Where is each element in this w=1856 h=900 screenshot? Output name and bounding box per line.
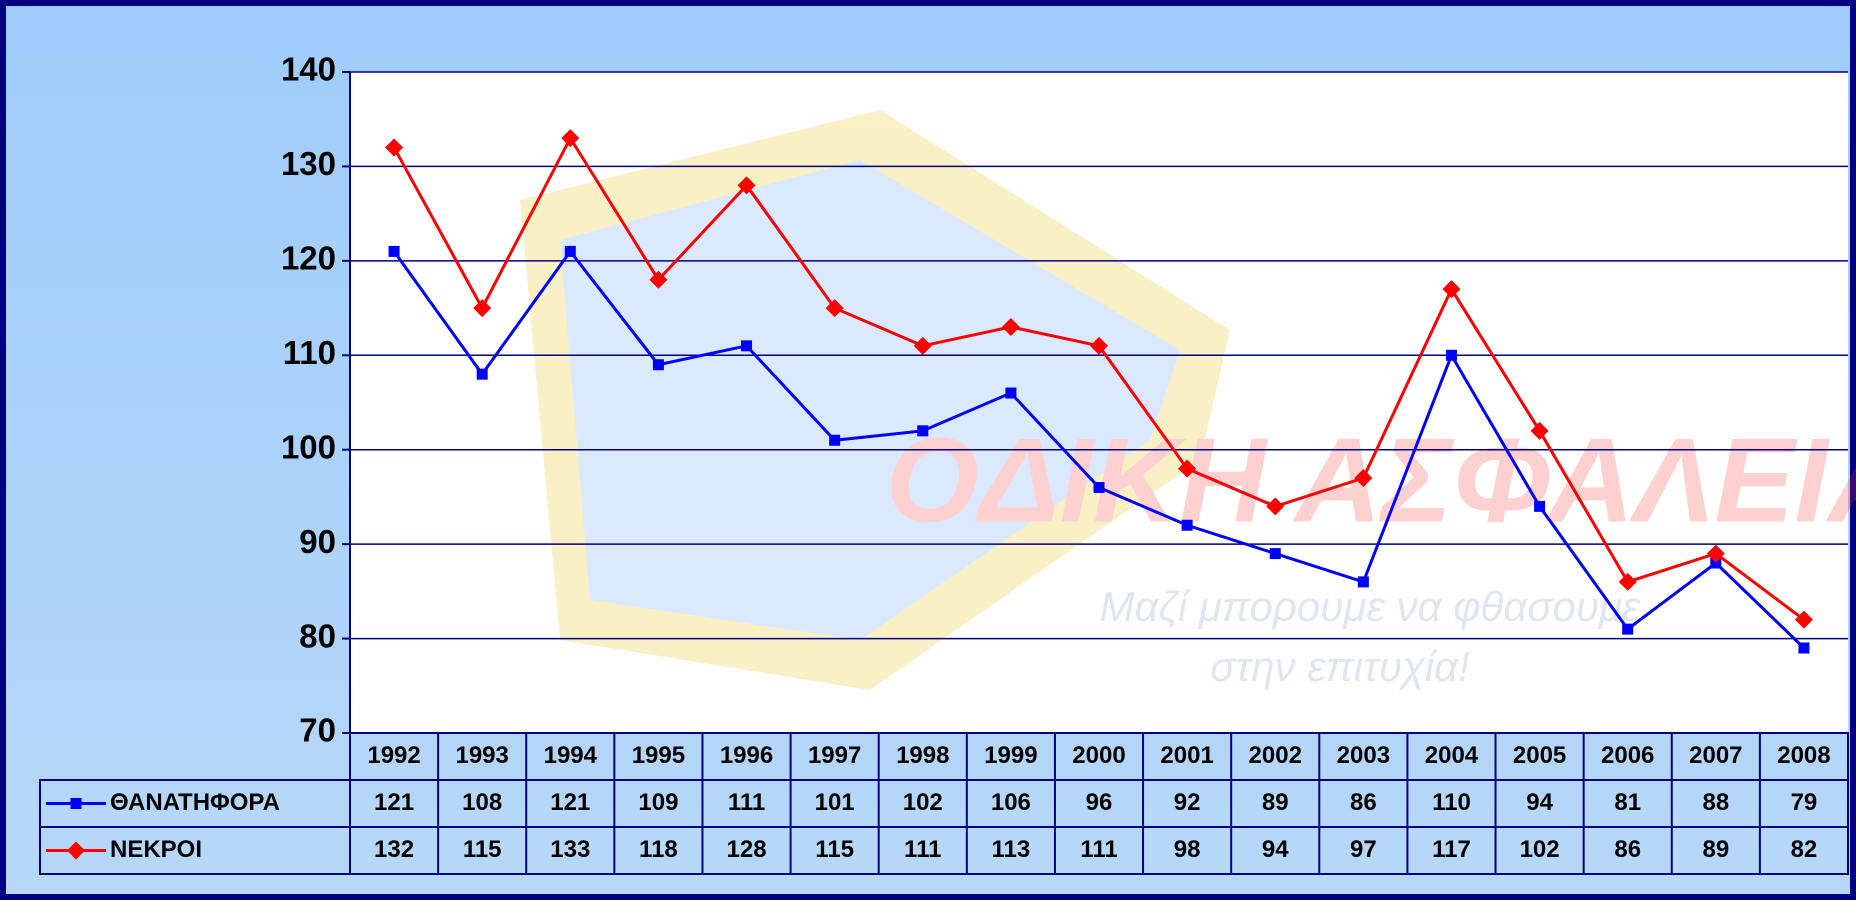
table-value: 111	[728, 789, 765, 816]
legend-label: ΝΕΚΡΟΙ	[110, 836, 202, 863]
table-value: 86	[1614, 836, 1641, 863]
y-tick-label: 100	[281, 428, 336, 465]
table-value: 89	[1702, 836, 1729, 863]
data-point	[1182, 520, 1193, 531]
table-value: 86	[1350, 789, 1377, 816]
table-value: 96	[1086, 789, 1113, 816]
x-tick-label: 2000	[1072, 742, 1125, 769]
table-value: 98	[1174, 836, 1201, 863]
table-value: 108	[462, 789, 502, 816]
table-value: 128	[727, 836, 767, 863]
table-value: 92	[1174, 789, 1201, 816]
x-tick-label: 1995	[632, 742, 685, 769]
table-value: 111	[1080, 836, 1117, 863]
x-tick-label: 2006	[1601, 742, 1654, 769]
table-value: 89	[1262, 789, 1289, 816]
x-tick-label: 2003	[1337, 742, 1390, 769]
data-point	[1798, 643, 1809, 654]
table-value: 109	[638, 789, 678, 816]
table-value: 113	[992, 836, 1031, 863]
table-value: 133	[550, 836, 590, 863]
table-value: 118	[639, 836, 678, 863]
data-point	[1005, 388, 1016, 399]
x-tick-label: 1993	[455, 742, 508, 769]
y-tick-label: 80	[299, 617, 336, 654]
table-value: 101	[815, 789, 855, 816]
data-point	[1446, 350, 1457, 361]
table-value: 115	[815, 836, 854, 863]
data-point	[917, 425, 928, 436]
table-value: 121	[374, 789, 414, 816]
data-point	[1622, 624, 1633, 635]
data-point	[1534, 501, 1545, 512]
x-tick-label: 1998	[896, 742, 949, 769]
x-tick-label: 2004	[1425, 742, 1479, 769]
y-tick-label: 70	[299, 712, 336, 749]
data-point	[741, 340, 752, 351]
table-value: 97	[1350, 836, 1377, 863]
table-value: 79	[1791, 789, 1818, 816]
legend-label: ΘΑΝΑΤΗΦΟΡΑ	[110, 789, 280, 816]
y-tick-label: 140	[281, 51, 336, 88]
table-value: 82	[1791, 836, 1818, 863]
table-value: 115	[463, 836, 502, 863]
y-tick-label: 130	[281, 145, 336, 182]
table-value: 111	[904, 836, 941, 863]
table-value: 117	[1432, 836, 1471, 863]
data-point	[389, 246, 400, 257]
y-tick-label: 90	[299, 523, 336, 560]
data-point	[829, 435, 840, 446]
x-tick-label: 1997	[808, 742, 861, 769]
x-tick-label: 2001	[1160, 742, 1213, 769]
data-point	[1358, 576, 1369, 587]
data-point	[1270, 548, 1281, 559]
watermark-title: ΟΔΙΚΗ ΑΣΦΑΛΕΙΑ	[885, 414, 1856, 548]
watermark-slogan: στην επιτυχία!	[1210, 643, 1470, 690]
table-value: 110	[1432, 789, 1471, 816]
data-point	[477, 369, 488, 380]
data-point	[1094, 482, 1105, 493]
table-value: 81	[1614, 789, 1641, 816]
x-tick-label: 2002	[1249, 742, 1302, 769]
table-value: 106	[991, 789, 1031, 816]
table-value: 121	[550, 789, 590, 816]
x-tick-label: 1999	[984, 742, 1037, 769]
data-point	[653, 359, 664, 370]
x-tick-label: 2005	[1513, 742, 1566, 769]
data-point	[71, 798, 82, 809]
chart: ΟΔΙΚΗ ΑΣΦΑΛΕΙΑ Μαζί μπορουμε να φθασουμε…	[0, 0, 1856, 900]
table-value: 94	[1262, 836, 1289, 863]
watermark-slogan: Μαζί μπορουμε να φθασουμε	[1100, 583, 1641, 630]
y-tick-label: 110	[283, 334, 336, 371]
x-tick-label: 2007	[1689, 742, 1742, 769]
table-value: 102	[1520, 836, 1560, 863]
data-point	[565, 246, 576, 257]
x-tick-label: 1996	[720, 742, 773, 769]
y-tick-label: 120	[281, 240, 336, 277]
table-value: 102	[903, 789, 943, 816]
x-tick-label: 1994	[544, 742, 598, 769]
x-tick-label: 1992	[367, 742, 420, 769]
x-tick-label: 2008	[1777, 742, 1830, 769]
table-value: 94	[1526, 789, 1553, 816]
table-value: 88	[1702, 789, 1729, 816]
table-value: 132	[374, 836, 414, 863]
